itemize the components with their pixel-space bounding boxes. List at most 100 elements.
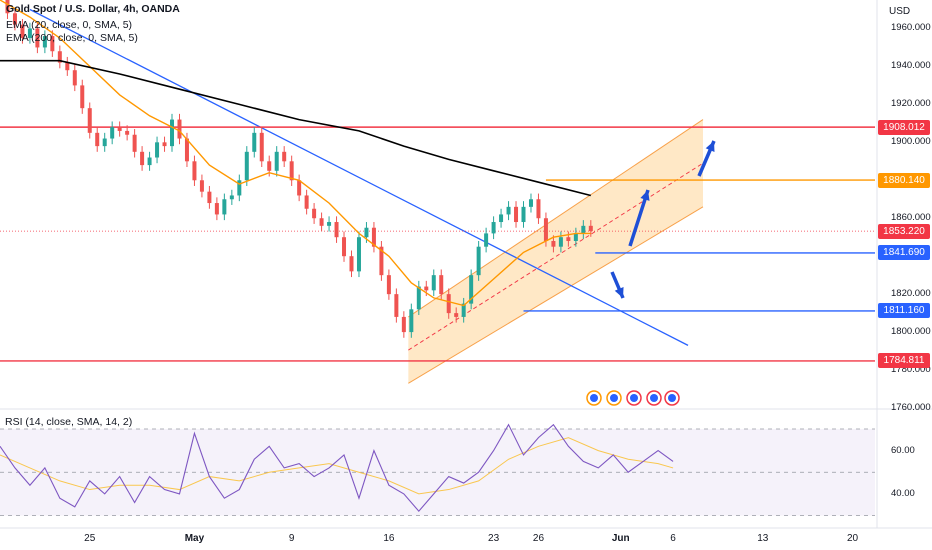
price-label[interactable]: 1784.811 — [878, 353, 930, 369]
candle-body — [20, 24, 25, 38]
candle-body — [12, 13, 17, 25]
rsi-tick-label: 60.00 — [891, 444, 915, 456]
arrow-up-breakout-head — [705, 141, 715, 152]
candle-body — [469, 275, 474, 304]
x-tick-label: 9 — [288, 533, 295, 544]
rsi-ma-line — [0, 437, 674, 495]
y-tick-label: 1920.000 — [891, 98, 931, 110]
candle-body — [214, 203, 219, 215]
candle-body — [379, 246, 384, 276]
price-label[interactable]: 1841.690 — [878, 245, 930, 261]
candle-body — [125, 130, 130, 135]
candle-body — [312, 208, 317, 219]
event-flag-icon-inner — [668, 394, 676, 402]
candle-body — [371, 227, 376, 247]
candle-body — [252, 132, 257, 152]
symbol-title[interactable]: Gold Spot / U.S. Dollar, 4h, OANDA — [6, 3, 180, 15]
candle-body — [282, 151, 287, 162]
candle-body — [297, 180, 302, 196]
price-label[interactable]: 1811.160 — [878, 303, 930, 319]
rsi-legend[interactable]: RSI (14, close, SMA, 14, 2) — [5, 416, 133, 428]
candle-body — [364, 227, 369, 238]
arrow-up-target-head — [640, 190, 650, 201]
candle-body — [424, 286, 429, 291]
candle-body — [72, 70, 77, 86]
candle-body — [439, 275, 444, 295]
channel-lower-line — [408, 206, 704, 384]
candle-body — [319, 218, 324, 226]
candle-body — [65, 62, 70, 71]
candle-body — [581, 225, 586, 234]
rsi-line — [0, 423, 674, 513]
candle-body — [229, 195, 234, 200]
candle-body — [237, 180, 242, 196]
candle-body — [327, 222, 332, 226]
x-tick-label: 13 — [757, 533, 769, 544]
x-tick-label: 26 — [532, 533, 545, 544]
candle-body — [192, 161, 197, 181]
y-tick-label: 1860.000 — [891, 212, 931, 224]
candle-body — [102, 138, 107, 147]
ema20-legend[interactable]: EMA (20, close, 0, SMA, 5) — [6, 19, 133, 31]
candle-body — [551, 241, 556, 247]
x-tick-label: May — [184, 533, 205, 544]
price-label[interactable]: 1853.220 — [878, 223, 930, 239]
price-label[interactable]: 1880.140 — [878, 172, 930, 188]
candle-body — [566, 237, 571, 242]
ema200-line — [0, 59, 591, 197]
candle-body — [514, 206, 519, 223]
candle-body — [27, 28, 32, 38]
candle-body — [536, 199, 541, 219]
price-label[interactable]: 1908.012 — [878, 119, 930, 135]
y-tick-label: 1800.000 — [891, 326, 931, 338]
candle-body — [528, 199, 533, 207]
channel-upper-line — [408, 119, 704, 318]
candle-body — [484, 233, 489, 247]
candle-body — [334, 222, 339, 238]
candle-body — [349, 256, 354, 272]
candle-body — [491, 222, 496, 234]
candle-body — [162, 142, 167, 147]
candle-body — [87, 108, 92, 133]
candle-body — [416, 286, 421, 310]
candle-body — [50, 36, 55, 52]
channel-mid-line — [408, 162, 704, 351]
candle-body — [117, 127, 122, 131]
x-tick-label: Jun — [611, 533, 630, 544]
candle-body — [446, 294, 451, 314]
candle-body — [80, 85, 85, 109]
candle-body — [356, 237, 361, 272]
candle-body — [394, 294, 399, 317]
candle-body — [110, 127, 115, 139]
x-tick-label: 16 — [383, 533, 395, 544]
candle-body — [521, 206, 526, 223]
candle-body — [267, 161, 272, 171]
candle-body — [431, 275, 436, 291]
candle-body — [588, 225, 593, 232]
candle-body — [274, 151, 279, 171]
x-tick-label: 25 — [84, 533, 96, 544]
candle-body — [199, 180, 204, 192]
candle-body — [543, 218, 548, 242]
candle-body — [222, 199, 227, 215]
candle-body — [177, 119, 182, 139]
y-tick-label: 1940.000 — [891, 60, 931, 72]
candle-body — [304, 195, 309, 209]
candle-body — [409, 309, 414, 333]
candle-body — [42, 36, 47, 48]
ascending-channel-fill — [408, 119, 703, 384]
event-flag-icon-inner — [610, 394, 618, 402]
candle-body — [506, 206, 511, 215]
rsi-tick-label: 40.00 — [891, 487, 915, 499]
y-tick-label: 1820.000 — [891, 288, 931, 300]
x-tick-label: 20 — [847, 533, 859, 544]
candle-body — [5, 0, 10, 14]
candle-body — [476, 246, 481, 276]
candle-body — [140, 151, 145, 166]
candle-body — [454, 313, 459, 317]
x-tick-label: 6 — [670, 533, 676, 544]
candle-body — [147, 157, 152, 166]
ema200-legend[interactable]: EMA (200, close, 0, SMA, 5) — [6, 32, 138, 44]
candle-body — [132, 134, 137, 152]
